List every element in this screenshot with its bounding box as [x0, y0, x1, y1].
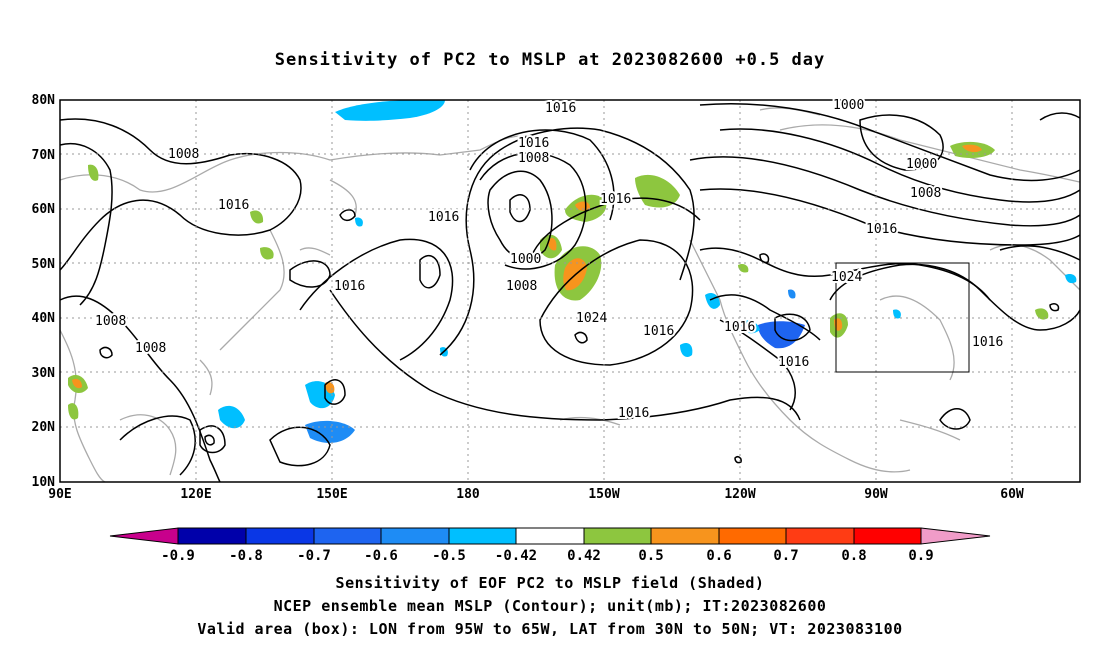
chart-title: Sensitivity of PC2 to MSLP at 2023082600… [274, 50, 826, 70]
lat-label: 70N [32, 148, 56, 163]
lat-label: 10N [32, 475, 56, 490]
contour-label: 1016 [866, 222, 897, 237]
caption-shading: Sensitivity of EOF PC2 to MSLP field (Sh… [335, 574, 765, 592]
colorbar-label: -0.8 [229, 548, 263, 564]
colorbar-label: -0.7 [297, 548, 331, 564]
colorbar-label: -0.6 [364, 548, 398, 564]
colorbar-segment [380, 527, 450, 545]
lon-label: 150W [588, 487, 619, 502]
colorbar-label: -0.42 [495, 548, 537, 564]
contour-label: 1000 [906, 157, 937, 172]
contour-labels: 1016 1000 1016 1008 1000 1008 1016 1016 … [93, 96, 1005, 423]
latitude-labels: 80N 70N 60N 50N 40N 30N 20N 10N [32, 93, 56, 490]
contour-label: 1016 [643, 324, 674, 339]
contour-label: 1024 [576, 311, 607, 326]
colorbar [109, 527, 991, 545]
colorbar-segment [650, 527, 720, 545]
contour-label: 1016 [778, 355, 809, 370]
valid-area-box [835, 262, 970, 373]
colorbar-label: 0.42 [567, 548, 601, 564]
contour-label: 1024 [831, 270, 862, 285]
contour-label: 1016 [334, 279, 365, 294]
lat-label: 30N [32, 366, 56, 381]
contour-label: 1008 [518, 151, 549, 166]
gridlines [60, 100, 1080, 482]
colorbar-high-end [920, 527, 991, 545]
colorbar-segment [853, 527, 922, 545]
colorbar-segment [177, 527, 247, 545]
contour-label: 1016 [972, 335, 1003, 350]
contour-label: 1008 [135, 341, 166, 356]
lat-label: 80N [32, 93, 56, 108]
lat-label: 20N [32, 420, 56, 435]
caption-valid-area: Valid area (box): LON from 95W to 65W, L… [197, 620, 903, 638]
lat-label: 60N [32, 202, 56, 217]
contour-label: 1008 [168, 147, 199, 162]
colorbar-segment [515, 527, 585, 545]
colorbar-low-end [109, 527, 179, 545]
lon-label: 150E [316, 487, 347, 502]
map-frame [59, 99, 1081, 483]
colorbar-label: -0.9 [161, 548, 195, 564]
contour-label: 1016 [600, 192, 631, 207]
contour-label: 1000 [833, 98, 864, 113]
contour-label: 1008 [910, 186, 941, 201]
lon-label: 90W [864, 487, 888, 502]
lon-label: 60W [1000, 487, 1024, 502]
lon-label: 90E [48, 487, 71, 502]
contour-label: 1016 [428, 210, 459, 225]
colorbar-segment [583, 527, 652, 545]
colorbar-label: 0.7 [773, 548, 798, 564]
longitude-labels: 90E 120E 150E 180 150W 120W 90W 60W [48, 487, 1024, 502]
colorbar-segment [313, 527, 382, 545]
colorbar-label: 0.9 [908, 548, 933, 564]
colorbar-segment [718, 527, 787, 545]
colorbar-label: 0.8 [841, 548, 866, 564]
contour-label: 1008 [506, 279, 537, 294]
colorbar-label: -0.5 [432, 548, 466, 564]
mslp-contours [59, 103, 1081, 483]
contour-label: 1016 [618, 406, 649, 421]
colorbar-segment [785, 527, 855, 545]
contour-label: 1016 [724, 320, 755, 335]
colorbar-segment [245, 527, 315, 545]
contour-label: 1016 [545, 101, 576, 116]
contour-label: 1016 [218, 198, 249, 213]
contour-label: 1000 [510, 252, 541, 267]
contour-label: 1008 [95, 314, 126, 329]
lat-label: 40N [32, 311, 56, 326]
contour-label: 1016 [518, 136, 549, 151]
lon-label: 180 [456, 487, 480, 502]
colorbar-segment [448, 527, 517, 545]
colorbar-label: 0.5 [638, 548, 663, 564]
lat-label: 50N [32, 257, 56, 272]
lon-label: 120W [724, 487, 755, 502]
colorbar-labels: -0.9 -0.8 -0.7 -0.6 -0.5 -0.42 0.42 0.5 … [161, 548, 934, 564]
lon-label: 120E [180, 487, 211, 502]
caption-contour: NCEP ensemble mean MSLP (Contour); unit(… [273, 597, 827, 615]
colorbar-label: 0.6 [706, 548, 731, 564]
